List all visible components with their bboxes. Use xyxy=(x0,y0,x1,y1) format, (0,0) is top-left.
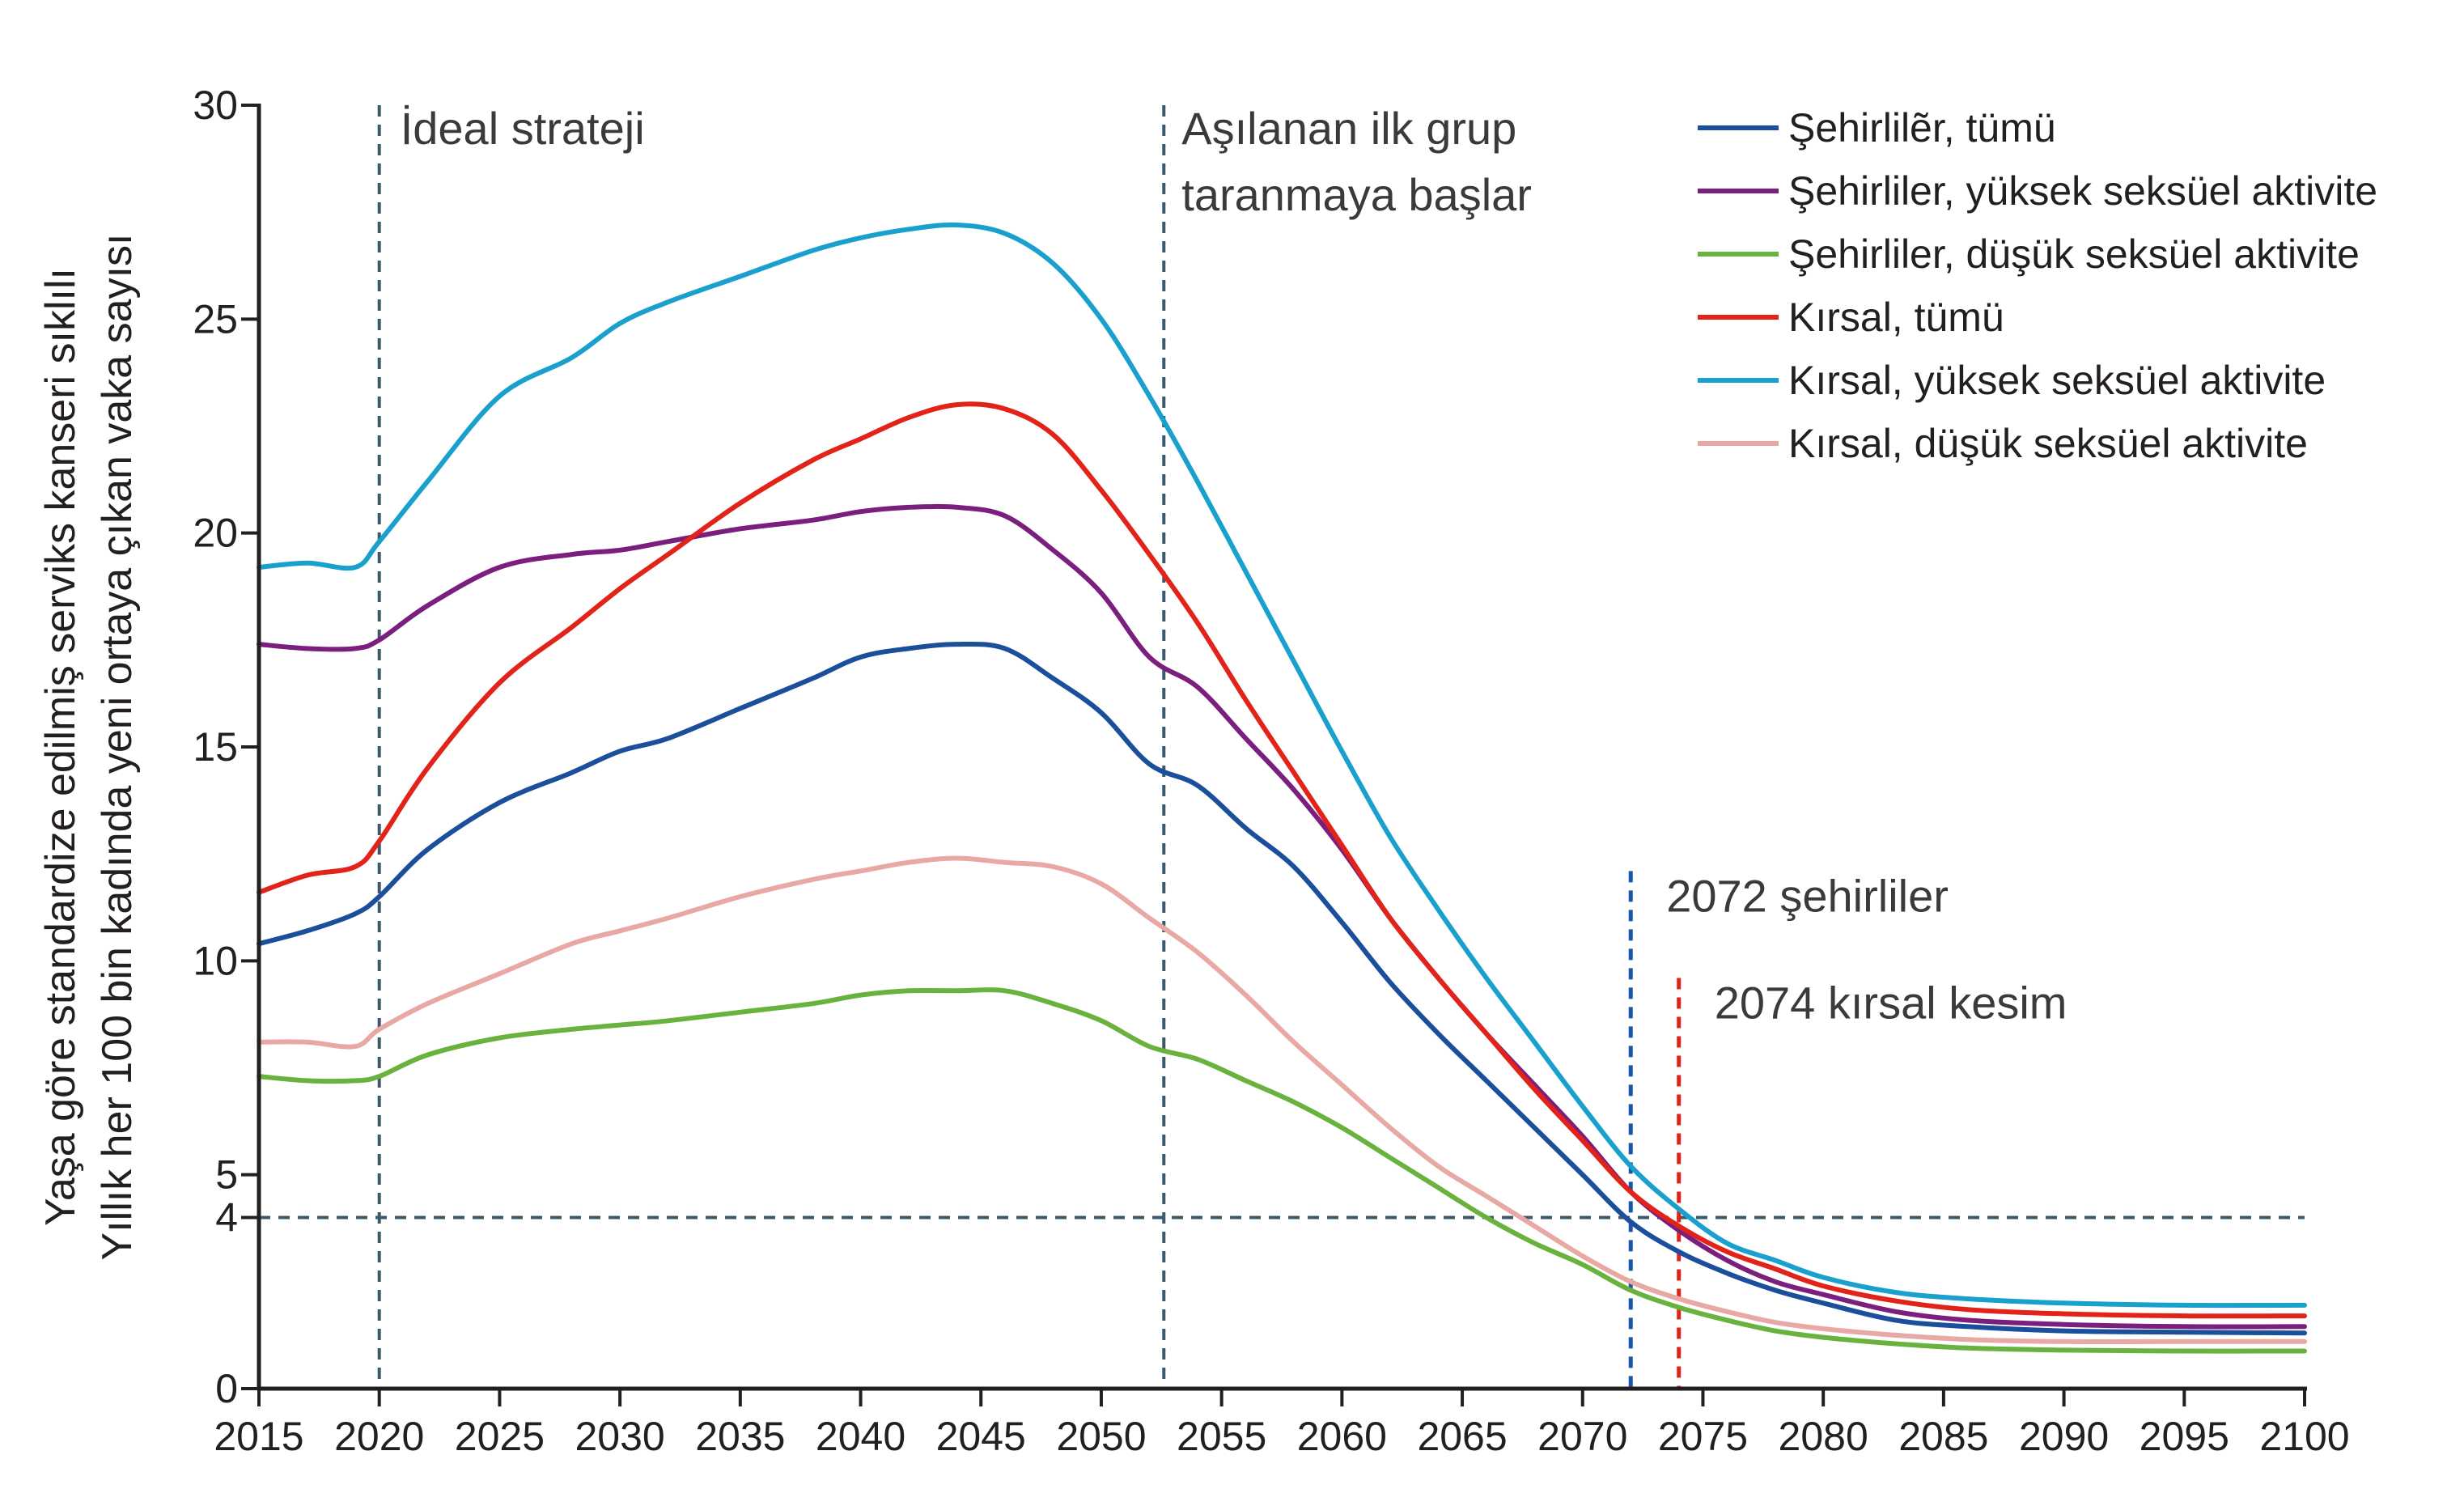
annotations: İdeal strateji Aşılanan ilk grup taranmaya… xyxy=(401,103,2067,1028)
legend: Şehirlilẽr, tümü Şehirliler, yüksek seksü… xyxy=(1698,105,2377,466)
reference-lines xyxy=(259,105,2305,1389)
y-axis-label-line-1: Yaşa göre standardize edilmiş serviks ka… xyxy=(37,268,84,1226)
series-line-6 xyxy=(257,855,2307,1345)
x-tick-label: 2020 xyxy=(334,1414,424,1459)
annotation-ideal-strategy: İdeal strateji xyxy=(401,103,645,154)
series-line-2 xyxy=(257,503,2307,1330)
x-tick-label: 2070 xyxy=(1537,1414,1627,1459)
y-tick-label: 10 xyxy=(193,938,238,983)
series-line-1 xyxy=(257,641,2307,1336)
series-line-5 xyxy=(257,222,2307,1309)
x-tick-label: 2035 xyxy=(695,1414,785,1459)
y-tick-label: 5 xyxy=(215,1152,238,1198)
y-axis-label-line-2: Yıllık her 100 bin kadında yeni ortaya ç… xyxy=(94,234,141,1261)
series-line-4 xyxy=(257,401,2307,1319)
x-tick-label: 2075 xyxy=(1658,1414,1748,1459)
y-tick-label: 25 xyxy=(193,296,238,341)
annotation-2072-urban: 2072 şehirliler xyxy=(1666,870,1949,921)
legend-label-2: Şehirliler, yüksek seksüel aktivite xyxy=(1788,168,2377,214)
y-tick-label: 30 xyxy=(193,83,238,128)
x-tick-label: 2040 xyxy=(816,1414,905,1459)
x-tick-label: 2015 xyxy=(214,1414,303,1459)
x-tick-label: 2045 xyxy=(936,1414,1026,1459)
x-tick-label: 2085 xyxy=(1898,1414,1988,1459)
x-tick-label: 2095 xyxy=(2140,1414,2229,1459)
legend-label-4: Kırsal, tümü xyxy=(1788,295,2004,340)
annotation-2074-rural: 2074 kırsal kesim xyxy=(1715,977,2067,1028)
annotation-first-group-line-2: taranmaya başlar xyxy=(1181,169,1532,220)
x-tick-label: 2050 xyxy=(1056,1414,1146,1459)
x-tick-label: 2080 xyxy=(1779,1414,1868,1459)
y-tick-label: 15 xyxy=(193,724,238,770)
x-tick-label: 2030 xyxy=(575,1414,665,1459)
series-line-3 xyxy=(257,987,2307,1354)
legend-label-5: Kırsal, yüksek seksüel aktivite xyxy=(1788,358,2326,403)
legend-label-6: Kırsal, düşük seksüel aktivite xyxy=(1788,421,2308,466)
x-tick-label: 2055 xyxy=(1177,1414,1266,1459)
x-tick-label: 2060 xyxy=(1297,1414,1387,1459)
x-tick-label: 2090 xyxy=(2019,1414,2109,1459)
annotation-first-group-line-1: Aşılanan ilk grup xyxy=(1181,103,1516,154)
legend-label-1: Şehirlilẽr, tümü xyxy=(1788,105,2056,151)
y-axis-label: Yaşa göre standardize edilmiş serviks ka… xyxy=(37,234,141,1261)
x-tick-label: 2100 xyxy=(2259,1414,2349,1459)
y-tick-label: 0 xyxy=(215,1366,238,1411)
x-tick-label: 2025 xyxy=(455,1414,545,1459)
y-tick-label: 20 xyxy=(193,511,238,556)
y-tick-label: 4 xyxy=(215,1195,238,1241)
x-tick-label: 2065 xyxy=(1417,1414,1507,1459)
legend-label-3: Şehirliler, düşük seksüel aktivite xyxy=(1788,231,2360,277)
series-lines xyxy=(257,222,2307,1354)
